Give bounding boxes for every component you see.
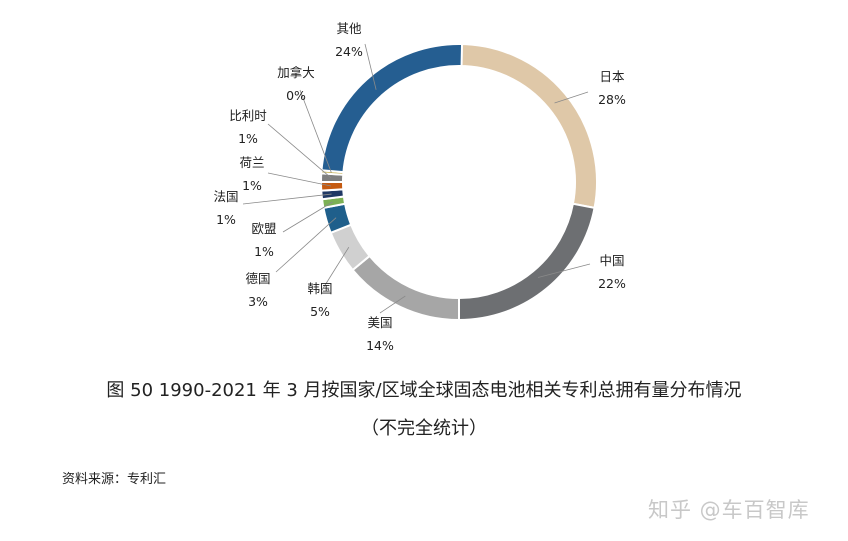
slice-label-value: 1% bbox=[242, 178, 262, 193]
leader-line bbox=[554, 91, 589, 104]
watermark: 知乎 @车百智库 bbox=[648, 498, 810, 522]
slice-label-category: 荷兰 bbox=[239, 155, 264, 170]
leader-line bbox=[379, 295, 406, 314]
slice-label-value: 1% bbox=[216, 212, 236, 227]
figure-title: 图 50 1990-2021 年 3 月按国家/区域全球固态电池相关专利总拥有量… bbox=[106, 380, 742, 401]
slice-label-category: 美国 bbox=[367, 315, 392, 330]
slice-label-value: 1% bbox=[238, 131, 258, 146]
slice-0 bbox=[458, 42, 598, 210]
slice-1 bbox=[458, 202, 596, 322]
leader-line bbox=[537, 263, 591, 278]
slice-label-value: 3% bbox=[248, 294, 268, 309]
leader-line bbox=[364, 43, 377, 90]
slice-label-value: 1% bbox=[254, 244, 274, 259]
slice-label-value: 14% bbox=[366, 338, 394, 353]
leader-line bbox=[282, 201, 333, 233]
slice-10 bbox=[320, 43, 464, 174]
leader-line bbox=[299, 89, 332, 173]
leader-line bbox=[267, 172, 332, 187]
slice-label-value: 0% bbox=[286, 88, 306, 103]
slice-label-value: 24% bbox=[335, 44, 363, 59]
leader-line bbox=[275, 217, 337, 273]
slice-2 bbox=[351, 254, 460, 322]
slice-label-category: 比利时 bbox=[229, 108, 267, 123]
slice-label-value: 22% bbox=[598, 276, 626, 291]
slice-label-value: 5% bbox=[310, 304, 330, 319]
slice-7 bbox=[319, 181, 345, 192]
figure-subtitle: （不完全统计） bbox=[361, 418, 487, 439]
slice-label-category: 其他 bbox=[336, 21, 362, 36]
slice-label-category: 韩国 bbox=[307, 281, 332, 296]
source-note: 资料来源：专利汇 bbox=[62, 472, 167, 487]
slice-label-category: 法国 bbox=[213, 189, 238, 204]
slice-label-category: 日本 bbox=[599, 69, 625, 84]
slice-label-category: 中国 bbox=[599, 253, 624, 268]
leader-line bbox=[321, 246, 350, 291]
slice-label-category: 欧盟 bbox=[251, 221, 276, 236]
leader-line bbox=[267, 123, 332, 179]
leader-line bbox=[242, 193, 332, 205]
slice-label-category: 德国 bbox=[245, 271, 270, 286]
slice-label-value: 28% bbox=[598, 92, 626, 107]
slice-label-category: 加拿大 bbox=[277, 65, 315, 80]
